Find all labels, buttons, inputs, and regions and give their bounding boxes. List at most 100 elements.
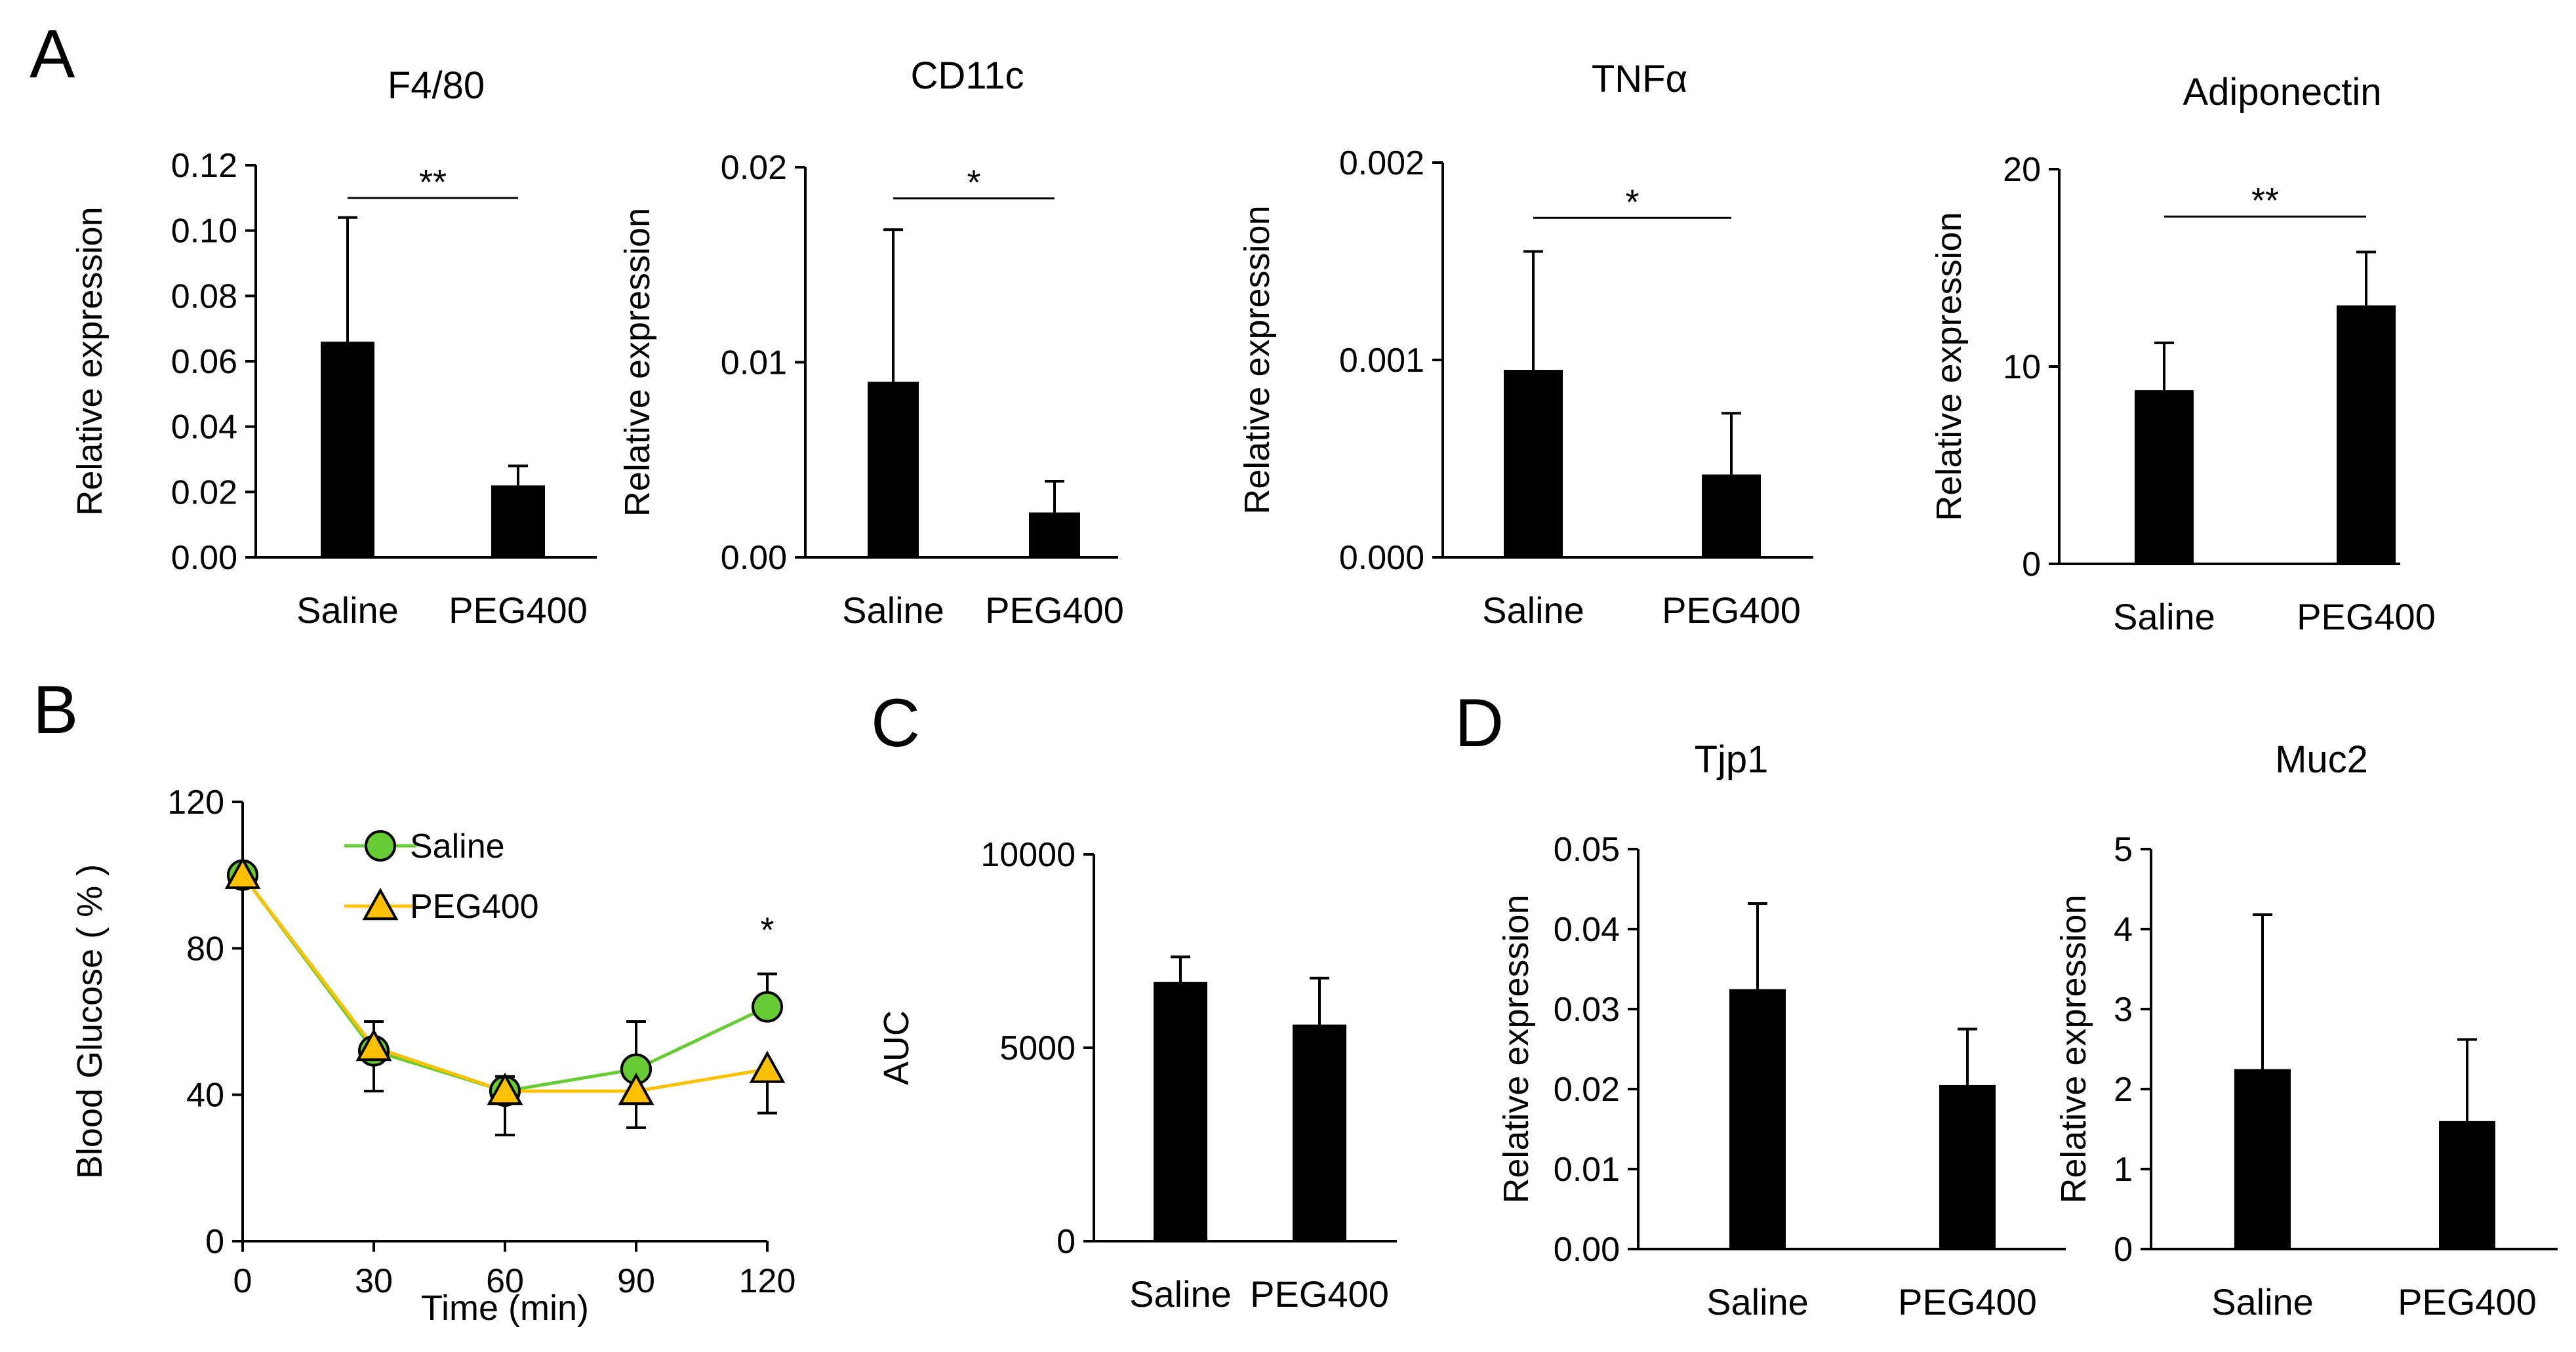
bar-peg400 (491, 485, 545, 557)
y-tick-label: 0.002 (1339, 144, 1424, 182)
y-tick-label: 0 (2022, 546, 2041, 584)
chart-muc2: Muc2 Relative expression 0 1 2 3 4 5 Saline PEG40… (2054, 738, 2558, 1322)
x-tick-label: 0 (233, 1262, 252, 1300)
significance-marker: * (1625, 182, 1639, 222)
y-tick-label: 10000 (980, 836, 1076, 874)
x-category-label: Saline (1706, 1281, 1809, 1322)
bar-saline (321, 342, 374, 557)
y-tick-label: 0.10 (171, 212, 237, 250)
x-category-label: Saline (1129, 1273, 1232, 1315)
x-category-label: PEG400 (1662, 589, 1801, 631)
chart-adiponectin: Adiponectin Relative expression 0 10 20 Salin… (1929, 71, 2436, 637)
x-axis-label: Time (min) (421, 1288, 589, 1328)
y-tick-label: 0.04 (1554, 911, 1620, 949)
panel-letter-d: D (1455, 685, 1504, 761)
x-category-label: Saline (2211, 1281, 2314, 1322)
data-point-peg400 (618, 1072, 654, 1105)
y-tick-label: 0.02 (1554, 1071, 1620, 1109)
y-axis-label: Relative expression (1238, 205, 1277, 514)
legend-marker-saline (365, 830, 396, 862)
panel-letter-a: A (30, 16, 75, 92)
bar-peg400 (1702, 474, 1761, 557)
x-category-label: PEG400 (1898, 1281, 2037, 1322)
y-tick-label: 0.05 (1554, 831, 1620, 869)
chart-auc: AUC 0 5000 10000 Saline PEG400 (877, 836, 1397, 1315)
significance-marker: * (760, 910, 774, 949)
y-tick-label: 0 (205, 1223, 224, 1261)
y-tick-label: 0.02 (171, 473, 237, 511)
bar-peg400 (1939, 1084, 1996, 1249)
y-axis-label: Relative expression (70, 207, 110, 515)
bar-saline (868, 382, 919, 557)
y-tick-label: 3 (2114, 991, 2133, 1029)
y-tick-label: 40 (186, 1077, 224, 1115)
y-tick-label: 1 (2114, 1151, 2133, 1189)
y-tick-label: 0 (1057, 1223, 1076, 1261)
y-axis-label: Relative expression (1929, 212, 1969, 521)
y-tick-label: 0.01 (1554, 1151, 1620, 1189)
y-tick-label: 0.12 (171, 147, 237, 185)
bar-peg400 (1029, 512, 1080, 557)
significance-marker: * (967, 163, 980, 203)
chart-tnfa: TNFα Relative expression 0.000 0.001 0.002 Sa… (1238, 58, 1813, 631)
y-tick-label: 0.00 (171, 539, 237, 577)
bar-peg400 (2337, 305, 2396, 564)
legend-marker-peg400 (362, 887, 399, 921)
bar-saline (2234, 1069, 2291, 1249)
y-axis-label: Relative expression (1497, 894, 1536, 1203)
chart-itt: 0 40 80 120 0 30 60 90 120 Time (min) Blood Glucos… (70, 784, 795, 1328)
data-point-saline (752, 991, 783, 1023)
panel-letter-b: B (33, 672, 78, 748)
significance-marker: ** (419, 163, 447, 202)
x-category-label: Saline (2113, 596, 2215, 637)
y-tick-label: 20 (2003, 151, 2041, 189)
significance-marker: ** (2251, 181, 2279, 220)
y-tick-label: 0.06 (171, 343, 237, 381)
panel-letter-c: C (871, 685, 920, 761)
x-category-label: PEG400 (2297, 596, 2436, 637)
bar-saline (1504, 370, 1563, 557)
y-tick-label: 10 (2003, 348, 2041, 386)
chart-title: Adiponectin (2183, 71, 2381, 113)
x-tick-label: 60 (486, 1262, 524, 1300)
y-tick-label: 2 (2114, 1071, 2133, 1109)
y-tick-label: 4 (2114, 911, 2133, 949)
y-tick-label: 0.02 (721, 149, 787, 187)
legend-label-saline: Saline (410, 827, 505, 865)
y-tick-label: 5 (2114, 831, 2133, 869)
x-tick-label: 30 (355, 1262, 393, 1300)
bar-peg400 (2439, 1121, 2495, 1249)
bar-saline (2135, 390, 2194, 564)
chart-tjp1: Tjp1 Relative expression 0.00 0.01 0.02 0.03 0… (1497, 738, 2066, 1322)
data-point-peg400 (355, 1028, 392, 1062)
x-category-label: PEG400 (985, 589, 1124, 631)
chart-title: F4/80 (388, 64, 485, 107)
x-category-label: Saline (842, 589, 944, 631)
y-tick-label: 0.01 (721, 344, 787, 382)
data-point-peg400 (749, 1050, 786, 1083)
bar-peg400 (1293, 1024, 1346, 1241)
y-axis-label: Blood Glucose ( % ) (70, 864, 110, 1179)
bar-saline (1154, 982, 1207, 1241)
x-tick-label: 90 (617, 1262, 655, 1300)
legend-label-peg400: PEG400 (410, 888, 539, 926)
y-axis-label: AUC (877, 1010, 916, 1085)
y-tick-label: 0.00 (1554, 1231, 1620, 1269)
y-tick-label: 5000 (999, 1029, 1076, 1067)
chart-title: CD11c (911, 54, 1024, 97)
y-tick-label: 0.03 (1554, 991, 1620, 1029)
chart-title: TNFα (1592, 58, 1687, 100)
x-category-label: Saline (1482, 589, 1584, 631)
x-category-label: PEG400 (2398, 1281, 2537, 1322)
y-tick-label: 0.00 (721, 539, 787, 577)
y-axis-label: Relative expression (2054, 894, 2093, 1203)
x-category-label: Saline (296, 589, 399, 631)
x-category-label: PEG400 (449, 589, 588, 631)
data-point-peg400 (224, 856, 261, 889)
y-tick-label: 0.04 (171, 408, 237, 447)
bar-saline (1729, 989, 1786, 1249)
y-tick-label: 0 (2114, 1231, 2133, 1269)
y-tick-label: 0.08 (171, 277, 237, 315)
x-tick-label: 120 (739, 1262, 796, 1300)
